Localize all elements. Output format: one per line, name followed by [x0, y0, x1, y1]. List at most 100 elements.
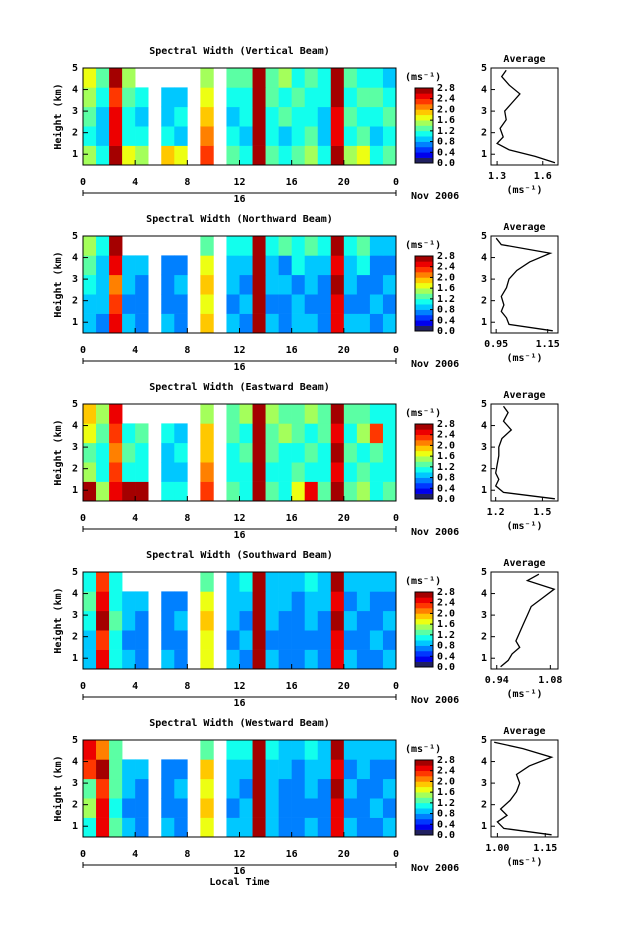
date-month: Nov 2006 — [411, 191, 459, 202]
heatmap-cell — [122, 778, 136, 799]
colorbar-frame — [414, 255, 434, 332]
x-tick-label: 0 — [80, 177, 86, 188]
colorbar-tick-label: 0.0 — [437, 830, 455, 841]
x-axis-label: (ms⁻¹) — [506, 689, 542, 700]
heatmap-cell — [161, 126, 175, 146]
heatmap-cell — [252, 313, 266, 334]
heatmap-cell — [239, 126, 253, 146]
heatmap-cell — [369, 481, 384, 502]
heatmap-cell — [252, 423, 266, 444]
heatmap-cell — [330, 572, 345, 592]
heatmap-cell — [278, 740, 292, 760]
heatmap-cell — [369, 462, 384, 482]
heatmap-cell — [278, 313, 292, 334]
heatmap-cell — [304, 442, 319, 463]
heatmap-cell — [83, 274, 97, 295]
colorbar-segment — [415, 624, 433, 630]
heatmap-cell — [122, 313, 136, 334]
x-tick-label: 4 — [132, 177, 138, 188]
heatmap-cell — [382, 740, 397, 760]
heatmap-cell — [161, 423, 175, 444]
heatmap-cell — [200, 462, 214, 482]
heatmap-cell — [161, 255, 175, 276]
heatmap-cell — [109, 817, 123, 838]
heatmap-cell — [239, 274, 253, 295]
heatmap-cell — [135, 798, 149, 818]
heatmap-cell — [135, 87, 149, 108]
plot-frame — [490, 235, 559, 334]
heatmap-cell — [356, 313, 371, 334]
date-month: Nov 2006 — [411, 527, 459, 538]
heatmap-cell — [161, 145, 175, 166]
heatmap-cell — [226, 68, 240, 88]
heatmap-cell — [291, 236, 306, 256]
heatmap-cell — [239, 591, 253, 612]
heatmap-cell — [109, 572, 123, 592]
heatmap-cell — [382, 106, 397, 127]
heatmap-cell — [96, 442, 110, 463]
colorbar-tick-label: 0.8 — [437, 137, 455, 148]
heatmap-cell — [239, 294, 253, 314]
x-tick-label: 1.15 — [533, 843, 557, 854]
heatmap-cell — [304, 236, 319, 256]
heatmap-cell — [356, 649, 371, 670]
colorbar-tick-label: 0.0 — [437, 494, 455, 505]
x-tick-label: 0 — [80, 849, 86, 860]
panel-title: Spectral Width (Eastward Beam) — [149, 381, 330, 393]
heatmap-cell — [109, 145, 123, 166]
colorbar-tick-label: 0.4 — [437, 651, 455, 662]
y-tick-label: 4 — [72, 589, 78, 600]
heatmap-cell — [200, 294, 214, 314]
heatmap-cell — [122, 106, 136, 127]
heatmap-cell — [304, 255, 319, 276]
heatmap-cell — [135, 630, 149, 650]
heatmap-cell — [317, 294, 332, 314]
heatmap-cell — [174, 630, 188, 650]
panel-title: Average — [503, 558, 545, 569]
heatmap-cell — [356, 798, 371, 818]
date-day: 16 — [233, 866, 245, 877]
heatmap-cell — [265, 236, 279, 256]
heatmap-cell — [226, 591, 240, 612]
x-tick-label: 1.2 — [487, 507, 505, 518]
heatmap-cell — [343, 572, 358, 592]
x-tick-label: 1.3 — [488, 171, 506, 182]
heatmap-cell — [83, 591, 97, 612]
heatmap-cell — [96, 649, 110, 670]
heatmap-cell — [278, 798, 292, 818]
heatmap-cell — [343, 798, 358, 818]
y-tick-label: 4 — [72, 757, 78, 768]
x-tick-label: 0 — [393, 177, 399, 188]
heatmap-cell — [200, 68, 214, 88]
heatmap-cell — [135, 462, 149, 482]
colorbar-segment — [415, 282, 433, 289]
heatmap-cell — [265, 313, 279, 334]
heatmap-cell — [83, 236, 97, 256]
heatmap-cell — [382, 145, 397, 166]
heatmap-cell — [200, 740, 214, 760]
date-day: 16 — [233, 194, 245, 205]
plot-frame — [490, 67, 559, 166]
heatmap-cell — [382, 68, 397, 88]
heatmap-cell — [83, 759, 97, 780]
colorbar-tick-label: 1.2 — [437, 798, 455, 809]
y-tick-label: 2 — [481, 800, 487, 811]
colorbar-tick-label: 2.0 — [437, 272, 455, 283]
y-tick-label: 2 — [481, 632, 487, 643]
heatmap-cell — [83, 798, 97, 818]
heatmap-cell — [343, 481, 358, 502]
heatmap-cell — [252, 126, 266, 146]
heatmap-cell — [161, 87, 175, 108]
colorbar-tick-label: 1.6 — [437, 115, 455, 126]
heatmap-cell — [265, 610, 279, 631]
x-tick-label: 4 — [132, 345, 138, 356]
heatmap-cell — [252, 481, 266, 502]
heatmap-cell — [265, 798, 279, 818]
heatmap-cell — [83, 630, 97, 650]
heatmap-cell — [122, 798, 136, 818]
colorbar-segment — [415, 256, 433, 262]
x-tick-label: 12 — [233, 345, 245, 356]
heatmap-cell — [304, 313, 319, 334]
heatmap-cell — [369, 68, 384, 88]
heatmap-cell — [265, 68, 279, 88]
